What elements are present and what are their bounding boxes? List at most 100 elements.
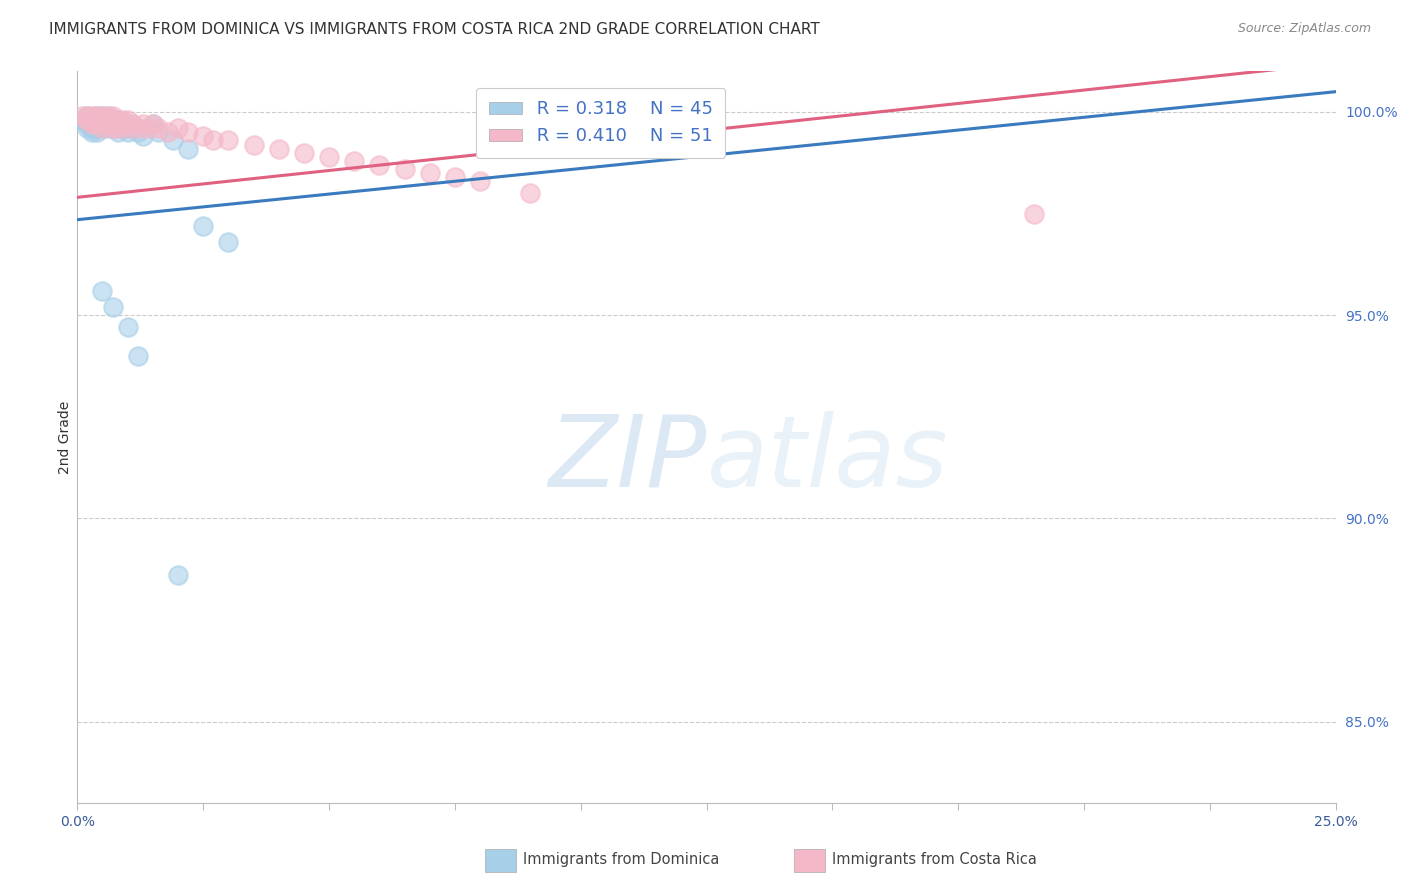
Point — [111, 117, 134, 131]
Point — [127, 125, 149, 139]
Point — [82, 117, 104, 131]
Point — [468, 174, 491, 188]
Point — [101, 121, 124, 136]
Point — [86, 117, 108, 131]
Point — [267, 142, 290, 156]
Point — [167, 121, 190, 136]
Point — [242, 137, 264, 152]
Point — [76, 117, 98, 131]
Point — [1022, 206, 1045, 220]
Point — [101, 300, 124, 314]
Point — [111, 113, 134, 128]
Point — [111, 117, 134, 131]
Point — [292, 145, 315, 160]
Point — [101, 109, 124, 123]
Point — [107, 117, 129, 131]
Point — [107, 121, 129, 136]
Point — [202, 133, 225, 147]
Point — [167, 568, 190, 582]
Point — [121, 117, 143, 131]
Text: IMMIGRANTS FROM DOMINICA VS IMMIGRANTS FROM COSTA RICA 2ND GRADE CORRELATION CHA: IMMIGRANTS FROM DOMINICA VS IMMIGRANTS F… — [49, 22, 820, 37]
Point — [519, 186, 541, 201]
Point — [96, 113, 118, 128]
Point — [142, 117, 165, 131]
Point — [86, 109, 108, 123]
Point — [96, 113, 118, 128]
Point — [368, 158, 391, 172]
Point — [132, 117, 155, 131]
Point — [121, 121, 143, 136]
Y-axis label: 2nd Grade: 2nd Grade — [58, 401, 72, 474]
Point — [107, 117, 129, 131]
Point — [101, 113, 124, 128]
Point — [91, 117, 114, 131]
Point — [117, 320, 139, 334]
Point — [117, 117, 139, 131]
Point — [111, 121, 134, 136]
Point — [96, 121, 118, 136]
Point — [101, 113, 124, 128]
Point — [86, 109, 108, 123]
Text: atlas: atlas — [707, 410, 948, 508]
Point — [91, 121, 114, 136]
Point — [72, 113, 94, 128]
Point — [101, 117, 124, 131]
Point — [91, 121, 114, 136]
Point — [86, 125, 108, 139]
Point — [91, 117, 114, 131]
Point — [107, 125, 129, 139]
Point — [343, 153, 366, 168]
Point — [217, 235, 239, 249]
Point — [107, 113, 129, 128]
Point — [96, 117, 118, 131]
Point — [76, 121, 98, 136]
Point — [82, 109, 104, 123]
Point — [82, 113, 104, 128]
Point — [91, 109, 114, 123]
Point — [162, 133, 184, 147]
Point — [91, 113, 114, 128]
Point — [444, 169, 467, 184]
Point — [127, 349, 149, 363]
Text: Immigrants from Dominica: Immigrants from Dominica — [523, 852, 720, 867]
Point — [86, 113, 108, 128]
Point — [86, 121, 108, 136]
Point — [177, 142, 200, 156]
Point — [191, 129, 215, 144]
Point — [146, 121, 169, 136]
Point — [82, 125, 104, 139]
Point — [318, 150, 340, 164]
Point — [127, 121, 149, 136]
Point — [217, 133, 239, 147]
Point — [82, 121, 104, 136]
Point — [136, 121, 159, 136]
Point — [146, 125, 169, 139]
Point — [101, 117, 124, 131]
Text: Source: ZipAtlas.com: Source: ZipAtlas.com — [1237, 22, 1371, 36]
Point — [107, 113, 129, 128]
Text: Immigrants from Costa Rica: Immigrants from Costa Rica — [832, 852, 1038, 867]
Point — [96, 117, 118, 131]
Point — [96, 109, 118, 123]
Point — [72, 109, 94, 123]
Legend:  R = 0.318    N = 45,  R = 0.410    N = 51: R = 0.318 N = 45, R = 0.410 N = 51 — [477, 87, 725, 158]
Point — [86, 113, 108, 128]
Point — [117, 113, 139, 128]
Point — [91, 109, 114, 123]
Point — [156, 125, 179, 139]
Point — [394, 161, 416, 176]
Point — [142, 117, 165, 131]
Point — [132, 129, 155, 144]
Point — [91, 113, 114, 128]
Point — [86, 117, 108, 131]
Point — [191, 219, 215, 233]
Point — [91, 284, 114, 298]
Point — [82, 113, 104, 128]
Point — [101, 121, 124, 136]
Point — [76, 113, 98, 128]
Point — [117, 121, 139, 136]
Point — [82, 117, 104, 131]
Point — [96, 109, 118, 123]
Point — [419, 166, 441, 180]
Point — [76, 109, 98, 123]
